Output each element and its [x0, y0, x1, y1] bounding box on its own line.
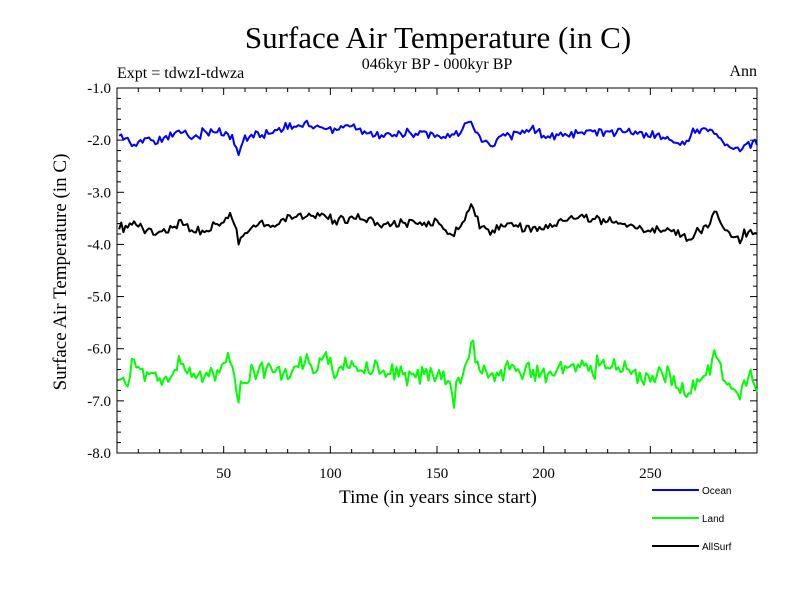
- x-tick-label: 100: [319, 466, 342, 482]
- y-tick-label: -2.0: [87, 133, 111, 149]
- legend-label-allsurf: AllSurf: [702, 542, 732, 553]
- series-line-ocean: [118, 119, 758, 157]
- y-tick-label: -7.0: [87, 394, 111, 410]
- x-tick-label: 250: [639, 466, 662, 482]
- x-axis-title: Time (in years since start): [339, 487, 537, 508]
- legend: Ocean Land AllSurf: [652, 486, 732, 553]
- x-tick-label: 150: [426, 466, 449, 482]
- y-tick-label: -3.0: [87, 185, 111, 201]
- x-tick-label: 200: [532, 466, 555, 482]
- y-tick-label: -6.0: [87, 342, 111, 358]
- series-line-land: [118, 339, 758, 409]
- season-label: Ann: [729, 63, 757, 80]
- series-lines: [118, 119, 758, 409]
- series-line-allsurf: [118, 203, 758, 246]
- x-tick-label: 50: [216, 466, 231, 482]
- chart-title: Surface Air Temperature (in C): [245, 20, 631, 55]
- chart-subtitle: 046kyr BP - 000kyr BP: [362, 56, 513, 73]
- legend-label-ocean: Ocean: [702, 486, 731, 497]
- legend-label-land: Land: [702, 514, 724, 525]
- axis-tick-labels: 50 100 150 200 250 -1.0 -2.0 -3.0 -4.0 -5.0 -6.0 -7…: [87, 81, 661, 482]
- y-axis-title: Surface Air Temperature (in C): [50, 154, 71, 391]
- y-tick-label: -4.0: [87, 237, 111, 253]
- y-tick-label: -8.0: [87, 446, 111, 462]
- y-tick-label: -5.0: [87, 290, 111, 306]
- experiment-label: Expt = tdwzI-tdwza: [117, 65, 244, 82]
- plot-frame: [116, 87, 758, 454]
- y-tick-label: -1.0: [87, 81, 111, 97]
- axis-ticks: [117, 87, 757, 454]
